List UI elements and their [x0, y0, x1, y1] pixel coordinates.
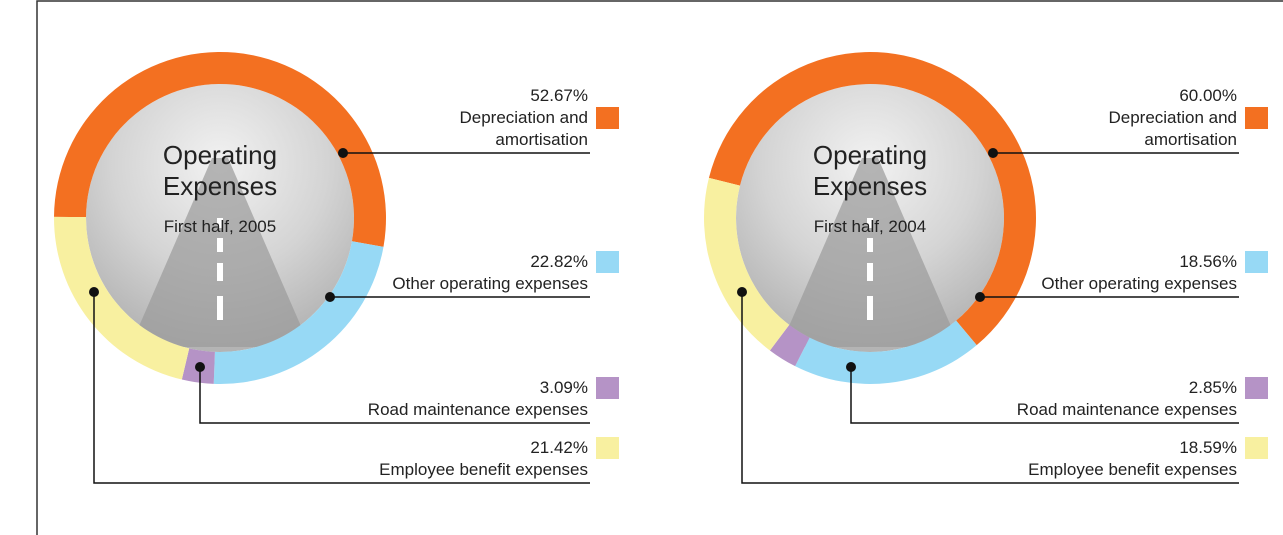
- road-dash: [867, 238, 873, 252]
- value-label: 21.42%: [530, 438, 588, 457]
- legend-label: 22.82% Other operating expenses: [328, 251, 588, 295]
- legend-label: 21.42% Employee benefit expenses: [328, 437, 588, 481]
- leader-dot: [737, 287, 747, 297]
- legend-label: 3.09% Road maintenance expenses: [328, 377, 588, 421]
- category-label: Road maintenance expenses: [367, 400, 588, 419]
- leader-dot: [325, 292, 335, 302]
- leader-dot: [89, 287, 99, 297]
- donut-segment: [704, 177, 790, 351]
- donut-segment: [769, 324, 810, 367]
- value-label: 60.00%: [1179, 86, 1237, 105]
- value-label: 18.59%: [1179, 438, 1237, 457]
- legend-label: 18.56% Other operating expenses: [977, 251, 1237, 295]
- category-label: Depreciation and amortisation: [459, 108, 588, 149]
- leader-dot: [846, 362, 856, 372]
- road-dash: [867, 296, 873, 320]
- donut-segment: [795, 320, 977, 384]
- chart-subtitle: First half, 2005: [163, 217, 277, 236]
- frame: [36, 0, 1283, 535]
- road-dash: [217, 296, 223, 320]
- road-dash: [217, 263, 223, 281]
- donut-segment: [54, 216, 190, 380]
- legend-swatch: [1245, 251, 1268, 273]
- leader-line: [850, 367, 1239, 424]
- leader-line: [741, 292, 1239, 484]
- category-label: Other operating expenses: [392, 274, 588, 293]
- road: [780, 158, 960, 347]
- legend-label: 52.67% Depreciation and amortisation: [388, 85, 588, 151]
- leader-line: [93, 292, 590, 484]
- legend-label: 2.85% Road maintenance expenses: [977, 377, 1237, 421]
- chart-title: Operating Expenses: [812, 140, 928, 201]
- donut-segment: [708, 52, 1036, 346]
- value-label: 22.82%: [530, 252, 588, 271]
- category-label: Other operating expenses: [1041, 274, 1237, 293]
- value-label: 52.67%: [530, 86, 588, 105]
- legend-swatch: [596, 437, 619, 459]
- legend-swatch: [1245, 377, 1268, 399]
- legend-label: 60.00% Depreciation and amortisation: [1037, 85, 1237, 151]
- road-dash: [217, 238, 223, 252]
- road-dash: [217, 218, 223, 228]
- category-label: Employee benefit expenses: [379, 460, 588, 479]
- legend-label: 18.59% Employee benefit expenses: [977, 437, 1237, 481]
- category-label: Depreciation and amortisation: [1108, 108, 1237, 149]
- road-dash: [867, 263, 873, 281]
- road-dash: [867, 218, 873, 228]
- legend-swatch: [596, 377, 619, 399]
- category-label: Employee benefit expenses: [1028, 460, 1237, 479]
- legend-swatch: [596, 251, 619, 273]
- chart-subtitle: First half, 2004: [813, 217, 927, 236]
- road: [130, 158, 310, 347]
- leader-dot: [195, 362, 205, 372]
- category-label: Road maintenance expenses: [1016, 400, 1237, 419]
- legend-swatch: [1245, 107, 1268, 129]
- value-label: 18.56%: [1179, 252, 1237, 271]
- donut-segment: [213, 241, 384, 384]
- value-label: 2.85%: [1188, 378, 1237, 397]
- leader-dot: [338, 148, 348, 158]
- leader-line: [199, 367, 590, 424]
- leader-dot: [975, 292, 985, 302]
- chart-title: Operating Expenses: [162, 140, 278, 201]
- legend-swatch: [1245, 437, 1268, 459]
- donut-segment: [54, 51, 387, 247]
- legend-swatch: [596, 107, 619, 129]
- leader-dot: [988, 148, 998, 158]
- value-label: 3.09%: [539, 378, 588, 397]
